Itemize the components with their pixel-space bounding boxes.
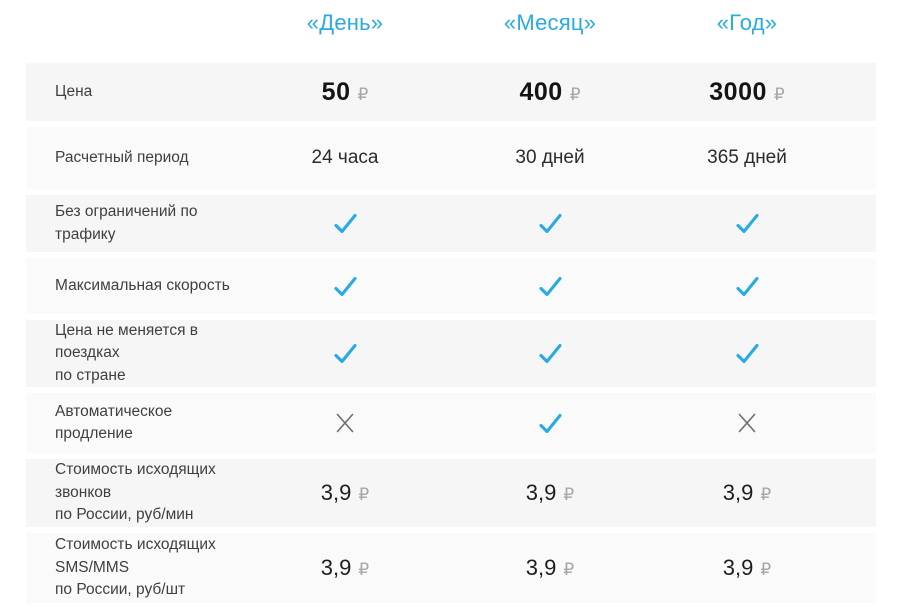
value-cell bbox=[448, 341, 652, 366]
price-value: 3,9 bbox=[525, 554, 557, 580]
row-label: Стоимость исходящих звонков по России, р… bbox=[55, 461, 216, 524]
table-row: Стоимость исходящих SMS/MMS по России, р… bbox=[26, 532, 876, 603]
table-row: Максимальная скорость bbox=[26, 258, 876, 314]
plan-column-day: «День» bbox=[306, 10, 384, 35]
row-label: Стоимость исходящих SMS/MMS по России, р… bbox=[55, 536, 216, 599]
value-cell: 30 дней bbox=[448, 147, 652, 169]
ruble-sign: ₽ bbox=[563, 559, 575, 580]
table-row: Цена 50 ₽400 ₽3000 ₽ bbox=[26, 63, 876, 121]
price-value: 3,9 bbox=[722, 554, 754, 580]
value-cell bbox=[242, 211, 448, 236]
value-cell: 50 ₽ bbox=[242, 78, 448, 107]
value-cell bbox=[448, 411, 652, 436]
table-body: Цена 50 ₽400 ₽3000 ₽ Расчетный период 24 часа 3… bbox=[26, 63, 876, 603]
x-icon bbox=[738, 414, 756, 433]
check-icon bbox=[735, 213, 759, 234]
price-value: 400 bbox=[519, 77, 563, 106]
table-row: Стоимость исходящих звонков по России, р… bbox=[26, 459, 876, 527]
value-cell: 3,9 ₽ bbox=[448, 480, 652, 506]
table-row: Расчетный период 24 часа 30 дней 365 дней bbox=[26, 127, 876, 189]
row-label: Цена не меняется в поездках по стране bbox=[55, 322, 199, 384]
value-cell: 365 дней bbox=[652, 147, 842, 169]
value-text: 30 дней bbox=[515, 147, 585, 168]
ruble-sign: ₽ bbox=[563, 485, 575, 506]
value-cell bbox=[652, 341, 842, 366]
check-icon bbox=[735, 344, 759, 364]
value-cell: 3,9 ₽ bbox=[652, 555, 842, 581]
price-value: 3,9 bbox=[320, 480, 352, 506]
plan-header-row: «День» «Месяц» «Год» bbox=[26, 0, 876, 36]
value-cell bbox=[652, 211, 842, 236]
check-icon bbox=[538, 344, 562, 364]
table-row: Цена не меняется в поездках по стране bbox=[26, 320, 876, 388]
check-icon bbox=[333, 276, 357, 296]
ruble-sign: ₽ bbox=[773, 84, 785, 105]
value-cell: 3,9 ₽ bbox=[242, 555, 448, 581]
ruble-sign: ₽ bbox=[358, 485, 370, 506]
plan-column-month: «Месяц» bbox=[503, 10, 597, 35]
ruble-sign: ₽ bbox=[760, 559, 772, 580]
check-icon bbox=[538, 413, 562, 433]
value-cell: 3,9 ₽ bbox=[242, 480, 448, 506]
value-cell bbox=[448, 274, 652, 299]
x-icon bbox=[336, 414, 354, 433]
value-cell bbox=[448, 211, 652, 236]
value-cell bbox=[242, 341, 448, 366]
value-cell: 24 часа bbox=[242, 147, 448, 169]
value-cell bbox=[652, 411, 842, 435]
value-cell: 3,9 ₽ bbox=[652, 480, 842, 506]
price-value: 3,9 bbox=[525, 480, 557, 506]
plan-column-year: «Год» bbox=[716, 10, 778, 35]
value-text: 365 дней bbox=[707, 147, 787, 168]
table-row: Без ограничений по трафику bbox=[26, 195, 876, 252]
check-icon bbox=[333, 344, 357, 364]
check-icon bbox=[538, 276, 562, 296]
tariff-comparison-table: «День» «Месяц» «Год» Цена 50 ₽400 ₽3000 ₽ Рас… bbox=[26, 0, 876, 603]
table-row: Автоматическое продление bbox=[26, 393, 876, 454]
row-label: Расчетный период bbox=[55, 148, 189, 166]
ruble-sign: ₽ bbox=[569, 84, 581, 105]
row-label: Автоматическое продление bbox=[55, 402, 173, 443]
value-cell bbox=[242, 274, 448, 299]
price-value: 3,9 bbox=[722, 480, 754, 506]
ruble-sign: ₽ bbox=[760, 485, 772, 506]
check-icon bbox=[333, 213, 357, 234]
check-icon bbox=[538, 213, 562, 234]
value-text: 24 часа bbox=[311, 147, 379, 168]
price-value: 50 bbox=[321, 77, 351, 106]
price-value: 3000 bbox=[709, 77, 767, 106]
value-cell: 3000 ₽ bbox=[652, 78, 842, 107]
ruble-sign: ₽ bbox=[358, 559, 370, 580]
ruble-sign: ₽ bbox=[357, 84, 369, 105]
value-cell: 400 ₽ bbox=[448, 78, 652, 107]
value-cell bbox=[652, 274, 842, 299]
row-label: Цена bbox=[55, 82, 93, 100]
value-cell bbox=[242, 411, 448, 435]
check-icon bbox=[735, 276, 759, 296]
value-cell: 3,9 ₽ bbox=[448, 555, 652, 581]
row-label: Без ограничений по трафику bbox=[55, 203, 198, 243]
price-value: 3,9 bbox=[320, 554, 352, 580]
row-label: Максимальная скорость bbox=[55, 276, 230, 294]
